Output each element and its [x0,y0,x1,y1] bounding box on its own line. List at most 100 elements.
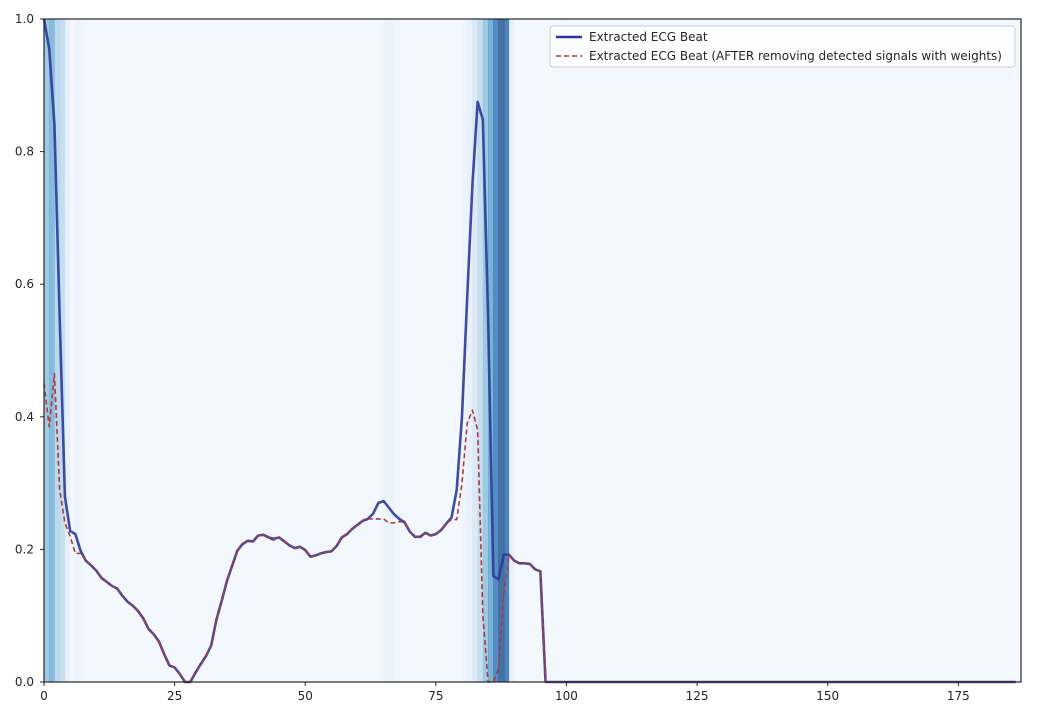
y-tick-label: 0.6 [15,277,34,291]
heatmap-cell [456,19,463,682]
heatmap-cell [148,19,155,682]
x-tick-label: 150 [816,689,839,703]
heatmap-cell [179,19,186,682]
heatmap-cell [435,19,442,682]
x-tick-label: 100 [555,689,578,703]
heatmap-cell [550,19,557,682]
y-axis: 0.0 0.2 0.4 0.6 0.8 1.0 [15,12,44,689]
heatmap-cell [80,19,87,682]
heatmap-cell [441,19,447,682]
heatmap-cell [185,19,191,682]
heatmap-cell [221,19,228,682]
legend: Extracted ECG Beat Extracted ECG Beat (A… [549,25,1016,68]
heatmap-cell [91,19,97,682]
heatmap-cell [498,19,505,682]
heatmap-cell [195,19,202,682]
heatmap-cell [205,19,212,682]
heatmap-cell [367,19,374,682]
x-tick-label: 75 [428,689,443,703]
heatmap-cell [320,19,327,682]
heatmap-cell [153,19,160,682]
heatmap-cell [190,19,197,682]
y-tick-label: 0.2 [15,542,34,556]
heatmap-cell [430,19,437,682]
heatmap-cell [268,19,275,682]
heatmap-cell [556,19,562,682]
heatmap-cell [514,19,521,682]
heatmap-cell [273,19,280,682]
series-line-after [43,372,1016,683]
heatmap-cell [85,19,92,682]
heatmap-cell [326,19,332,682]
heatmap-cell [545,19,552,682]
heatmap-cell [247,19,254,682]
heatmap-cell [529,19,536,682]
heatmap-cell [336,19,343,682]
heatmap-cell [341,19,348,682]
heatmap-cell [122,19,129,682]
heatmap-cell [216,19,223,682]
heatmap-cell [394,19,400,682]
heatmap-cell [111,19,118,682]
heatmap-cell [493,19,500,682]
heatmap-cell [294,19,301,682]
heatmap-cell [300,19,306,682]
heatmap-cell [305,19,312,682]
heatmap-cell [127,19,134,682]
x-axis: 0 25 50 75 100 125 150 175 [40,682,970,703]
heatmap-cell [524,19,531,682]
heatmap-cell [414,19,421,682]
heatmap-cell [258,19,265,682]
heatmap-cell [158,19,165,682]
y-tick-label: 0.8 [15,145,34,159]
heatmap-cell [44,19,50,682]
heatmap-cell [263,19,270,682]
heatmap-cell [373,19,379,682]
heatmap-cell [174,19,181,682]
heatmap-cell [488,19,494,682]
heatmap-cell [383,19,390,682]
heatmap-cell [70,19,76,682]
x-tick-label: 0 [40,689,48,703]
heatmap-cell [211,19,218,682]
heatmap-cell [425,19,432,682]
heatmap-cell [59,19,66,682]
heatmap-cell [347,19,353,682]
heatmap-cell [75,19,82,682]
plot-area [42,18,1022,684]
heatmap-cell [237,19,244,682]
heatmap-cell [477,19,484,682]
x-tick-label: 125 [686,689,709,703]
heatmap-cell [409,19,416,682]
legend-box [549,25,1016,68]
heatmap-cell [561,19,568,682]
heatmap-cell [420,19,426,682]
heatmap-cell [200,19,207,682]
heatmap-cell [252,19,259,682]
heatmap-cell [352,19,359,682]
heatmap-cell [378,19,385,682]
series-lines [42,18,1016,684]
heatmap-cell [106,19,113,682]
heatmap-cell [519,19,526,682]
heatmap-cell [226,19,233,682]
y-tick-label: 0.0 [15,675,34,689]
heatmap-cell [117,19,123,682]
heatmap-cell [279,19,285,682]
heatmap-cell [242,19,249,682]
heatmap-cell [289,19,296,682]
legend-label-after: Extracted ECG Beat (AFTER removing detec… [589,49,1002,63]
heatmap-cell [508,19,515,682]
heatmap-cell [284,19,291,682]
heatmap-cell [388,19,395,682]
x-tick-label: 50 [298,689,313,703]
heatmap-cell [315,19,322,682]
x-tick-label: 25 [167,689,182,703]
heatmap-cell [362,19,369,682]
heatmap-cell [49,19,56,682]
heatmap-cell [143,19,150,682]
heatmap-cell [232,19,238,682]
heatmap-cell [96,19,103,682]
y-tick-label: 1.0 [15,12,34,26]
